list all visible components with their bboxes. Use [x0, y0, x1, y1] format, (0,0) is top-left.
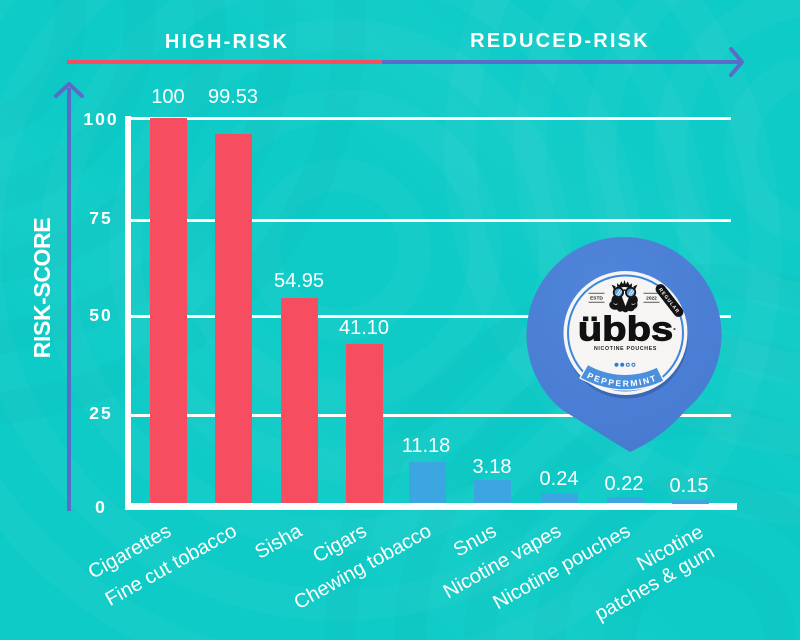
svg-text:2022: 2022 — [646, 296, 657, 302]
svg-text:übbs: übbs — [578, 309, 674, 347]
svg-text:ESTD: ESTD — [590, 296, 603, 302]
svg-text:NICOTINE POUCHES: NICOTINE POUCHES — [594, 346, 657, 352]
